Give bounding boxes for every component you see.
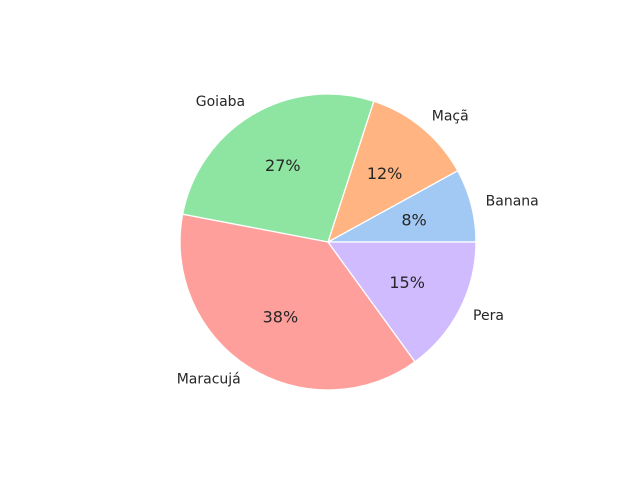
- pie-labels: 8% Banana 12% Maçã 27% Goiaba 38% Maracujá 15% Pe…: [177, 94, 539, 388]
- pie-category-label: Maracujá: [177, 371, 241, 387]
- pie-percent-label: 27%: [265, 156, 301, 175]
- pie-category-label: Maçã: [432, 109, 469, 125]
- pie-slice-pera: [327, 241, 477, 363]
- pie-percent-label: 8%: [401, 210, 426, 229]
- pie-category-label: Banana: [486, 194, 539, 210]
- pie-slice-maracujá: [179, 213, 416, 391]
- pie-slice-maçã: [327, 100, 459, 243]
- pie-percent-label: 15%: [389, 273, 425, 292]
- pie-category-label: Goiaba: [196, 94, 245, 110]
- pie-category-label: Pera: [473, 308, 504, 324]
- pie-percent-label: 38%: [263, 307, 299, 326]
- pie-percent-label: 12%: [367, 164, 403, 183]
- pie-slices: [179, 93, 477, 391]
- pie-slice-goiaba: [181, 93, 375, 243]
